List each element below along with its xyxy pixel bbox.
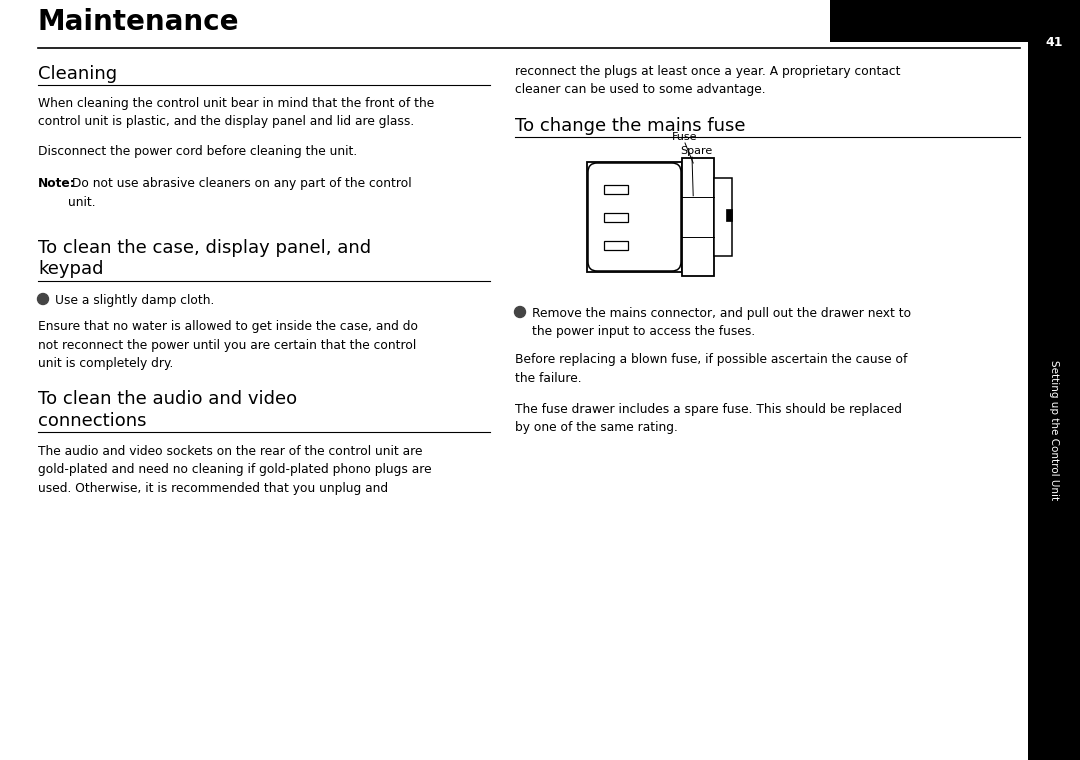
Text: Do not use abrasive cleaners on any part of the control
unit.: Do not use abrasive cleaners on any part… [68,177,411,208]
Text: Maintenance: Maintenance [38,8,240,36]
Bar [714,178,732,256]
Bar [604,213,627,221]
Bar [588,162,681,272]
Text: To change the mains fuse: To change the mains fuse [515,117,745,135]
Text: Before replacing a blown fuse, if possible ascertain the cause of
the failure.: Before replacing a blown fuse, if possib… [515,353,907,385]
Text: To clean the case, display panel, and
keypad: To clean the case, display panel, and ke… [38,239,372,278]
Text: Cleaning: Cleaning [38,65,117,83]
Circle shape [38,293,49,305]
Text: 41: 41 [1045,36,1063,49]
Text: To clean the audio and video
connections: To clean the audio and video connections [38,390,297,429]
Bar [831,0,1028,42]
Text: Use a slightly damp cloth.: Use a slightly damp cloth. [55,294,214,307]
Circle shape [514,306,526,318]
Text: Note:: Note: [38,177,76,190]
Text: Setting up the Control Unit: Setting up the Control Unit [1049,360,1059,500]
Text: Disconnect the power cord before cleaning the unit.: Disconnect the power cord before cleanin… [38,145,357,158]
Text: Spare: Spare [680,146,712,156]
Text: Ensure that no water is allowed to get inside the case, and do
not reconnect the: Ensure that no water is allowed to get i… [38,320,418,370]
Text: Fuse: Fuse [672,132,698,142]
FancyBboxPatch shape [588,163,681,271]
Bar [1028,0,1080,760]
Bar [604,240,627,249]
Bar [726,209,732,221]
Text: When cleaning the control unit bear in mind that the front of the
control unit i: When cleaning the control unit bear in m… [38,97,434,128]
Text: reconnect the plugs at least once a year. A proprietary contact
cleaner can be u: reconnect the plugs at least once a year… [515,65,901,97]
Text: Remove the mains connector, and pull out the drawer next to
the power input to a: Remove the mains connector, and pull out… [532,307,912,338]
Bar [681,158,714,276]
Bar [604,185,627,194]
Text: The audio and video sockets on the rear of the control unit are
gold-plated and : The audio and video sockets on the rear … [38,445,432,495]
Text: The fuse drawer includes a spare fuse. This should be replaced
by one of the sam: The fuse drawer includes a spare fuse. T… [515,403,902,435]
